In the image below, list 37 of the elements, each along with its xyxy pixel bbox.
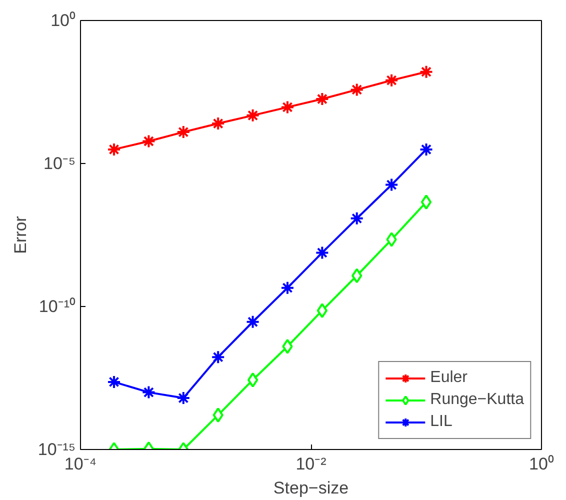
legend-label: Euler (430, 369, 468, 387)
x-tick-label: 10⁰ (529, 454, 554, 474)
point (280, 280, 294, 295)
point (142, 134, 156, 148)
point (350, 82, 364, 97)
point (211, 116, 226, 131)
point (246, 108, 260, 122)
point (246, 314, 260, 329)
y-tick-label: 10⁰ (50, 11, 76, 30)
point (352, 268, 362, 284)
point (315, 92, 330, 106)
point (211, 350, 226, 364)
point (315, 246, 330, 260)
point (419, 142, 434, 156)
y-tick-label: 10⁻⁵ (44, 154, 76, 173)
legend-label: Runge−Kutta (430, 391, 524, 409)
point (247, 372, 258, 388)
y-axis-title: Error (10, 216, 30, 254)
point (386, 232, 397, 248)
point (419, 64, 434, 79)
legend-label: LIL (430, 413, 452, 431)
point (384, 178, 399, 192)
point (142, 385, 156, 400)
point (107, 374, 122, 389)
point (107, 142, 122, 156)
point (176, 125, 190, 140)
point (212, 408, 224, 423)
y-tick-label: 10⁻¹⁰ (38, 297, 76, 316)
point (384, 73, 399, 88)
point (420, 194, 432, 210)
x-axis-title: Step−size (273, 478, 349, 498)
point (316, 303, 328, 318)
point (176, 391, 190, 406)
point (280, 100, 294, 114)
point (282, 338, 293, 354)
point (350, 211, 364, 226)
x-tick-label: 10⁻² (296, 454, 327, 474)
